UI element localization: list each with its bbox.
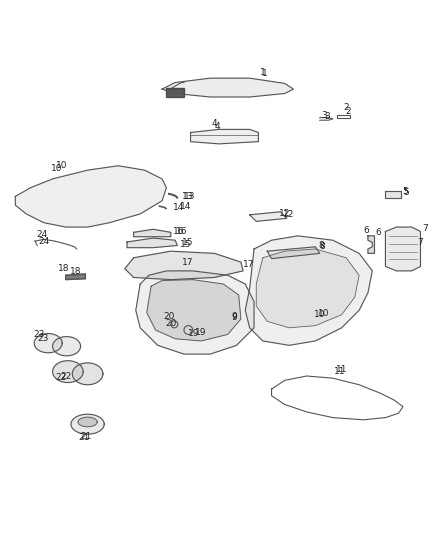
Text: 19: 19 (195, 328, 206, 337)
Text: 6: 6 (363, 226, 369, 235)
Polygon shape (166, 88, 184, 96)
Text: 4: 4 (212, 119, 217, 128)
Text: 21: 21 (81, 432, 92, 441)
Text: 10: 10 (51, 164, 63, 173)
Polygon shape (125, 251, 243, 280)
Text: 5: 5 (403, 188, 409, 197)
Text: 3: 3 (325, 112, 331, 121)
Polygon shape (256, 249, 359, 328)
Text: 20: 20 (163, 312, 174, 321)
Text: 17: 17 (182, 259, 193, 268)
Polygon shape (162, 78, 293, 97)
Text: 8: 8 (320, 243, 325, 251)
Text: 14: 14 (180, 201, 191, 211)
Text: 24: 24 (38, 237, 49, 246)
Text: 7: 7 (417, 238, 423, 247)
Text: 4: 4 (215, 122, 220, 131)
Polygon shape (267, 247, 320, 259)
Text: 23: 23 (37, 334, 49, 343)
Text: 1: 1 (262, 69, 268, 78)
Polygon shape (78, 417, 97, 427)
Text: 15: 15 (180, 240, 191, 249)
Text: 23: 23 (34, 329, 45, 338)
Text: 19: 19 (188, 328, 200, 337)
Text: 22: 22 (56, 373, 67, 382)
Polygon shape (15, 166, 166, 227)
Polygon shape (66, 274, 85, 280)
Text: 8: 8 (318, 241, 325, 250)
Polygon shape (250, 212, 287, 221)
Text: 13: 13 (184, 192, 195, 201)
Text: 9: 9 (231, 312, 237, 321)
Polygon shape (191, 130, 258, 144)
Polygon shape (53, 336, 81, 356)
Text: 7: 7 (423, 224, 428, 233)
Text: 22: 22 (60, 373, 71, 382)
Text: 16: 16 (176, 227, 187, 236)
Text: 15: 15 (182, 238, 193, 247)
Text: 12: 12 (283, 211, 294, 219)
Text: 14: 14 (173, 203, 184, 212)
Text: 10: 10 (314, 310, 325, 319)
Text: 10: 10 (318, 309, 330, 318)
Text: 18: 18 (58, 264, 69, 273)
Polygon shape (136, 271, 254, 354)
Text: 11: 11 (334, 367, 345, 376)
Text: 2: 2 (346, 107, 351, 116)
Text: 20: 20 (165, 319, 177, 328)
Polygon shape (53, 361, 83, 383)
Text: 17: 17 (243, 260, 254, 269)
Text: 10: 10 (56, 161, 67, 170)
Polygon shape (72, 363, 103, 385)
Text: 11: 11 (336, 366, 347, 375)
Text: 5: 5 (402, 187, 408, 196)
Text: 16: 16 (173, 227, 184, 236)
Polygon shape (385, 227, 420, 271)
Polygon shape (34, 334, 62, 353)
Polygon shape (134, 229, 171, 237)
Polygon shape (127, 238, 177, 248)
Text: 24: 24 (36, 230, 47, 239)
Polygon shape (368, 236, 374, 253)
Text: 13: 13 (182, 192, 193, 201)
Text: 9: 9 (231, 313, 237, 322)
Text: 3: 3 (321, 111, 327, 120)
Text: 21: 21 (79, 433, 90, 442)
Text: 2: 2 (343, 103, 349, 112)
Polygon shape (245, 236, 372, 345)
Polygon shape (71, 414, 104, 434)
Polygon shape (385, 191, 401, 198)
Text: 1: 1 (260, 68, 266, 77)
Text: 18: 18 (70, 267, 81, 276)
Text: 12: 12 (279, 208, 290, 217)
Polygon shape (147, 280, 241, 341)
Text: 6: 6 (375, 228, 381, 237)
